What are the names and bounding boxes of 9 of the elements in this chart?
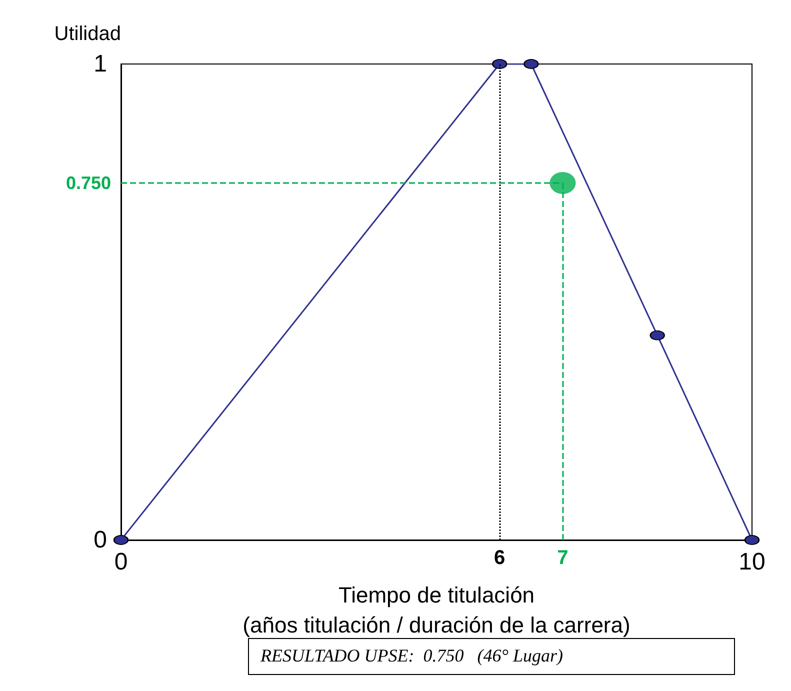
y-tick-label: 1 bbox=[94, 50, 107, 78]
ref-line-label: 6 bbox=[494, 547, 506, 569]
x-axis-title: Tiempo de titulación (años titulación / duración de la carrera) bbox=[242, 582, 630, 638]
ref-line-label: 0.750 bbox=[66, 173, 111, 193]
x-tick-label: 10 bbox=[738, 548, 766, 576]
text: RESULTADO UPSE: 0.750 (46° Lugar) bbox=[260, 646, 563, 666]
y-axis-title: Utilidad bbox=[54, 23, 121, 45]
point bbox=[550, 172, 576, 194]
ref-line-label: 7 bbox=[557, 547, 568, 569]
